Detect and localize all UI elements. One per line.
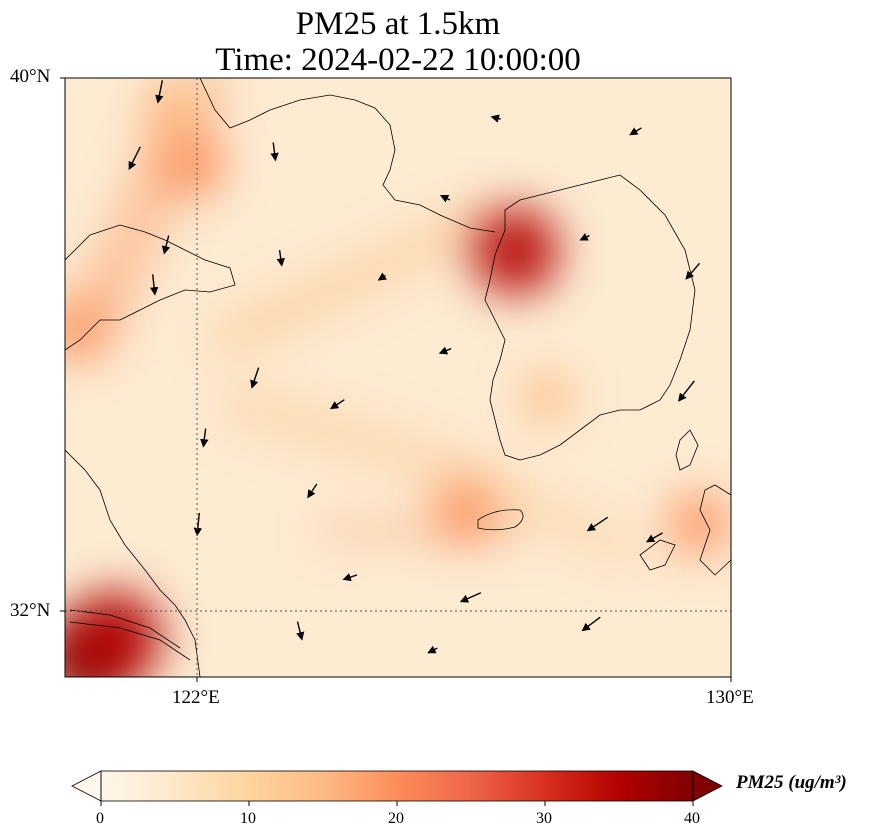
colorbar-tick-label-20: 20 [388,810,404,827]
colorbar-title: PM25 (ug/m³) [736,772,847,793]
wind-arrow-14 [678,380,695,402]
colorbar-tick-label-10: 10 [240,810,256,827]
colorbar-extend-low [71,770,102,802]
coastline-korea-west [484,174,696,461]
colorbar-extend-high [692,770,723,802]
wind-arrow-21 [581,616,601,632]
wind-arrow-23 [270,142,279,162]
wind-arrow-5 [250,367,260,389]
pm25-bands [65,78,640,570]
pm25-hotspot-5 [434,480,495,541]
wind-arrow-18 [149,274,159,296]
wind-arrow-7 [438,346,452,355]
wind-arrow-25 [579,233,590,241]
wind-arrow-1 [128,146,141,171]
pm25-hotspot-7 [65,300,108,362]
wind-vectors [128,80,701,654]
pm25-hotspot-3 [159,132,224,197]
colorbar-body [101,771,693,801]
map-title-line2: Time: 2024-02-22 10:00:00 [215,42,581,78]
wind-arrow-17 [490,114,501,123]
map-frame [64,77,732,678]
wind-arrow-11 [459,592,482,603]
coastline-japan [639,429,731,576]
coastlines [65,78,731,677]
wind-arrow-12 [586,516,609,532]
coastline-jeju [477,509,524,531]
coastline-yangtze [69,609,191,661]
coastline-liaodong [199,78,496,233]
pm25-hotspots [65,81,730,677]
wind-arrow-22 [427,645,438,654]
pm25-hotspot-4 [143,81,203,141]
lon-tick-label-130: 130°E [706,687,754,708]
wind-arrow-15 [685,262,701,280]
wind-arrow-20 [296,621,305,641]
axis-ticks [60,77,732,682]
pm25-hotspot-1 [69,590,163,677]
wind-arrow-8 [193,512,202,537]
colorbar-tick-marks [100,801,694,806]
wind-arrow-6 [329,399,345,410]
wind-arrow-16 [629,127,642,136]
lat-tick-label-40: 40°N [10,66,51,87]
map-panel [60,77,732,682]
colorbar [71,770,723,806]
colorbar-tick-label-40: 40 [684,810,700,827]
gridlines [65,78,731,677]
colorbar-tick-label-0: 0 [96,810,104,827]
pm25-hotspot-2 [471,207,560,295]
wind-arrow-19 [200,428,209,448]
wind-arrow-4 [377,272,387,281]
wind-arrow-13 [645,532,663,543]
wind-arrow-10 [342,573,358,582]
lat-tick-label-32: 32°N [10,600,51,621]
wind-arrow-9 [307,483,318,499]
wind-arrow-2 [161,235,171,255]
map-title-line1: PM25 at 1.5km [295,6,501,42]
coastline-china-east [65,449,201,677]
wind-arrow-24 [439,194,451,203]
colorbar-tick-label-30: 30 [536,810,552,827]
wind-arrow-0 [155,80,164,104]
wind-arrow-3 [276,249,285,267]
pm25-hotspot-8 [521,371,573,424]
lon-tick-label-122: 122°E [172,687,220,708]
coastline-shandong [65,224,236,351]
pm25-hotspot-6 [669,493,730,555]
